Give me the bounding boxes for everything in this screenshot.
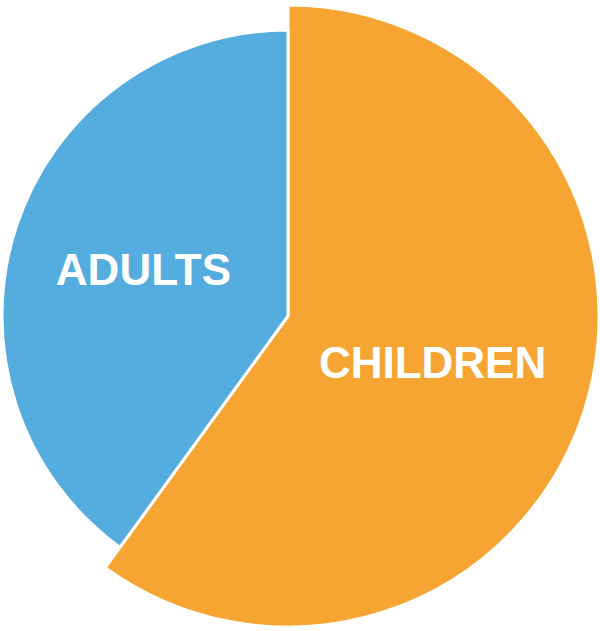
slice-label: CHILDREN [319, 338, 546, 387]
slices [2, 5, 599, 627]
pie-slice [2, 30, 288, 547]
labels: CHILDREN ADULTS [56, 245, 546, 388]
chart: CHILDREN ADULTS [0, 0, 600, 631]
slice-label: ADULTS [56, 245, 231, 294]
